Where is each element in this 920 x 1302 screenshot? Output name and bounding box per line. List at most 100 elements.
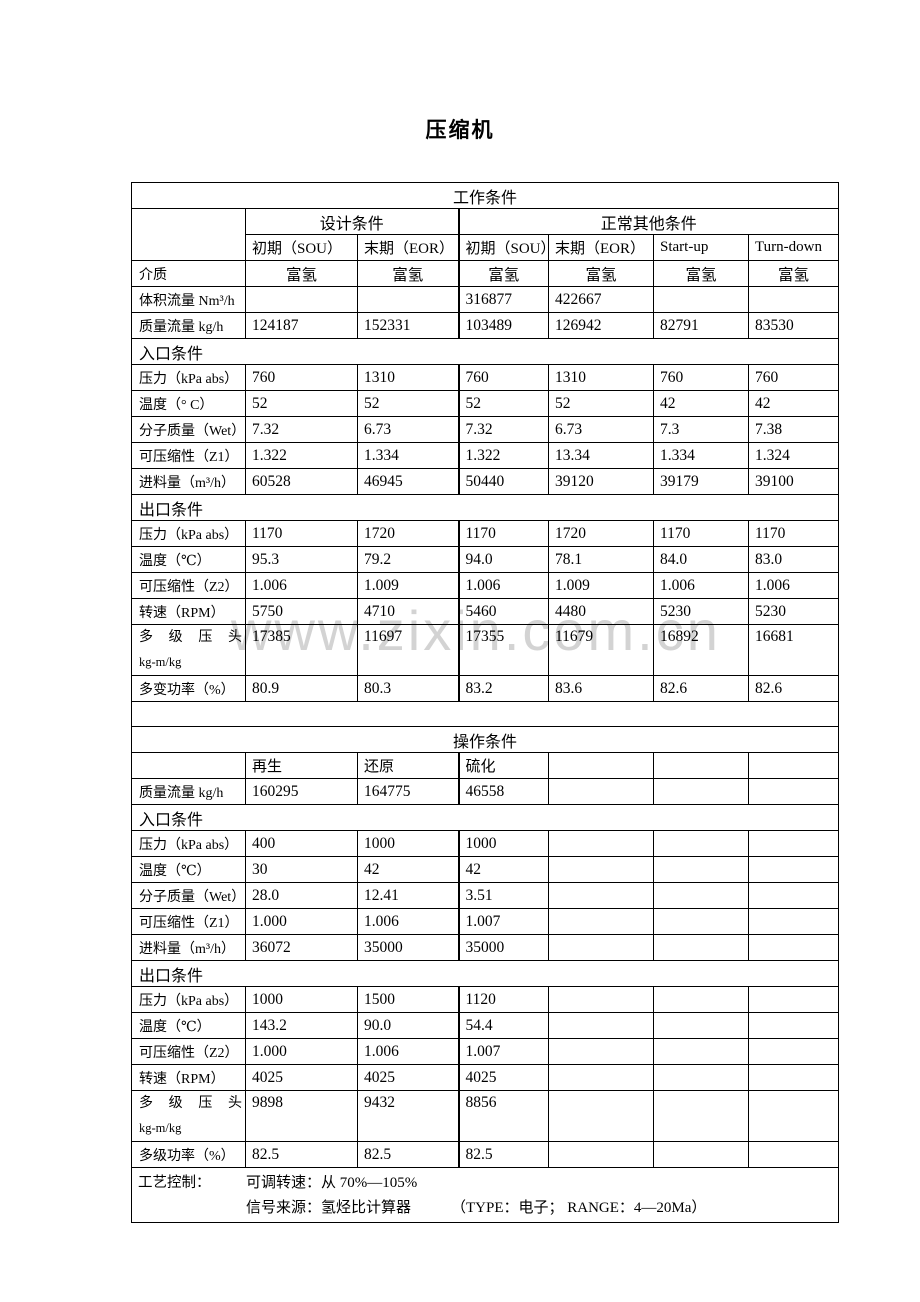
cell-value: 30 (245, 856, 358, 883)
row-label: 可压缩性（Z1） (131, 442, 246, 469)
cell-value (357, 286, 459, 313)
row-label: 压力（kPa abs） (131, 364, 246, 391)
row-label: 可压缩性（Z2） (131, 1038, 246, 1065)
cell-value: 60528 (245, 468, 358, 495)
table-row: 工艺控制： 可调转速：从 70%—105% 信号来源：氢烃比计算器 （TYPE：电子；… (130, 1167, 840, 1223)
cell-value: 152331 (357, 312, 459, 339)
cell-value: 13.34 (548, 442, 654, 469)
row-label: 多 级 压 头 kg-m/kg (131, 1090, 246, 1142)
cell-value: 1.009 (548, 572, 654, 599)
cell-value: 9432 (357, 1090, 459, 1142)
cell-value: 5750 (245, 598, 358, 625)
cell-value: 17355 (457, 624, 549, 676)
cell-value: 1.006 (457, 572, 549, 599)
cell-value: 422667 (548, 286, 654, 313)
cell-value (747, 1090, 840, 1142)
cell-value: 1.334 (653, 442, 749, 469)
cell-value (747, 934, 840, 961)
cell-value: 1310 (357, 364, 459, 391)
row-label: 分子质量（Wet） (131, 882, 246, 909)
cell-value: 143.2 (245, 1012, 358, 1039)
cell-value: 80.3 (357, 675, 459, 702)
table-row: 工作条件 (130, 182, 840, 209)
cell-value: 83.0 (747, 546, 840, 573)
cell-value: 1000 (457, 830, 549, 857)
spacer-row-cell (130, 701, 840, 727)
table-row: 可压缩性（Z2） 1.006 1.009 1.006 1.009 1.006 1.006 (131, 572, 840, 599)
cell-value: 1.322 (245, 442, 358, 469)
row-label (131, 208, 246, 261)
column-header: 末期（EOR） (548, 234, 654, 261)
row-label: 转速（RPM） (131, 598, 246, 625)
cell-value (747, 882, 840, 909)
cell-value: 1170 (747, 520, 840, 547)
cell-value: 4025 (245, 1064, 358, 1091)
cell-value: 1.006 (357, 908, 459, 935)
cell-value: 1.006 (245, 572, 358, 599)
cell-value: 7.32 (245, 416, 358, 443)
cell-value (747, 1141, 840, 1168)
table-section-title: 操作条件 (130, 726, 840, 753)
cell-value: 82.6 (653, 675, 749, 702)
column-group-header: 正常其他条件 (457, 208, 840, 235)
cell-value (548, 856, 654, 883)
cell-value: 1310 (548, 364, 654, 391)
cell-value: 124187 (245, 312, 358, 339)
cell-value: 83.2 (457, 675, 549, 702)
cell-value: 1.334 (357, 442, 459, 469)
row-group-header: 出口条件 (130, 960, 840, 987)
table-row: 可压缩性（Z1） 1.322 1.334 1.322 13.34 1.334 1.324 (131, 442, 840, 469)
cell-value: 52 (457, 390, 549, 417)
cell-value: 42 (357, 856, 459, 883)
cell-value: 52 (548, 390, 654, 417)
cell-value (747, 830, 840, 857)
cell-value (747, 1012, 840, 1039)
cell-value: 760 (457, 364, 549, 391)
cell-value: 6.73 (357, 416, 459, 443)
table-row: 分子质量（Wet） 7.32 6.73 7.32 6.73 7.3 7.38 (131, 416, 840, 443)
cell-value: 52 (245, 390, 358, 417)
note-text-type-range: （TYPE：电子； RANGE：4—20Ma） (451, 1200, 707, 1216)
note-line-1: 工艺控制： 可调转速：从 70%—105% (138, 1171, 832, 1196)
cell-value: 39100 (747, 468, 840, 495)
cell-value (548, 908, 654, 935)
cell-value (653, 1064, 749, 1091)
table-row: 入口条件 (130, 804, 840, 831)
note-text: 可调转速：从 70%—105% (246, 1175, 418, 1191)
cell-value: 1.000 (245, 908, 358, 935)
cell-value (747, 286, 840, 313)
column-group-header: 设计条件 (245, 208, 459, 235)
table-row: 进料量（m³/h） 60528 46945 50440 39120 39179 39100 (131, 468, 840, 495)
cell-value: 1.006 (357, 1038, 459, 1065)
row-label: 进料量（m³/h） (131, 468, 246, 495)
cell-value: 4025 (457, 1064, 549, 1091)
cell-value: 82.5 (245, 1141, 358, 1168)
row-label: 压力（kPa abs） (131, 830, 246, 857)
row-label: 多级功率（%） (131, 1141, 246, 1168)
table-row: 入口条件 (130, 338, 840, 365)
cell-value: 42 (747, 390, 840, 417)
cell-value (653, 934, 749, 961)
row-label (131, 752, 246, 779)
cell-value (548, 1141, 654, 1168)
table-row: 进料量（m³/h） 36072 35000 35000 (131, 934, 840, 961)
table-row: 多级功率（%） 82.5 82.5 82.5 (131, 1141, 840, 1168)
table-row: 可压缩性（Z1） 1.000 1.006 1.007 (131, 908, 840, 935)
cell-value: 42 (653, 390, 749, 417)
table-row: 压力（kPa abs） 400 1000 1000 (131, 830, 840, 857)
column-header: 初期（SOU） (245, 234, 358, 261)
cell-value: 95.3 (245, 546, 358, 573)
table-row: 温度（° C） 52 52 52 52 42 42 (131, 390, 840, 417)
cell-value: 1.007 (457, 908, 549, 935)
cell-value: 1500 (357, 986, 459, 1013)
cell-value: 1000 (357, 830, 459, 857)
row-label: 进料量（m³/h） (131, 934, 246, 961)
cell-value: 1170 (245, 520, 358, 547)
table-row: 多 级 压 头 kg-m/kg 17385 11697 17355 11679 16892 1… (131, 624, 840, 676)
table-row: 转速（RPM） 4025 4025 4025 (131, 1064, 840, 1091)
cell-value (548, 830, 654, 857)
cell-value: 39179 (653, 468, 749, 495)
column-header: 再生 (245, 752, 358, 779)
cell-value (548, 986, 654, 1013)
